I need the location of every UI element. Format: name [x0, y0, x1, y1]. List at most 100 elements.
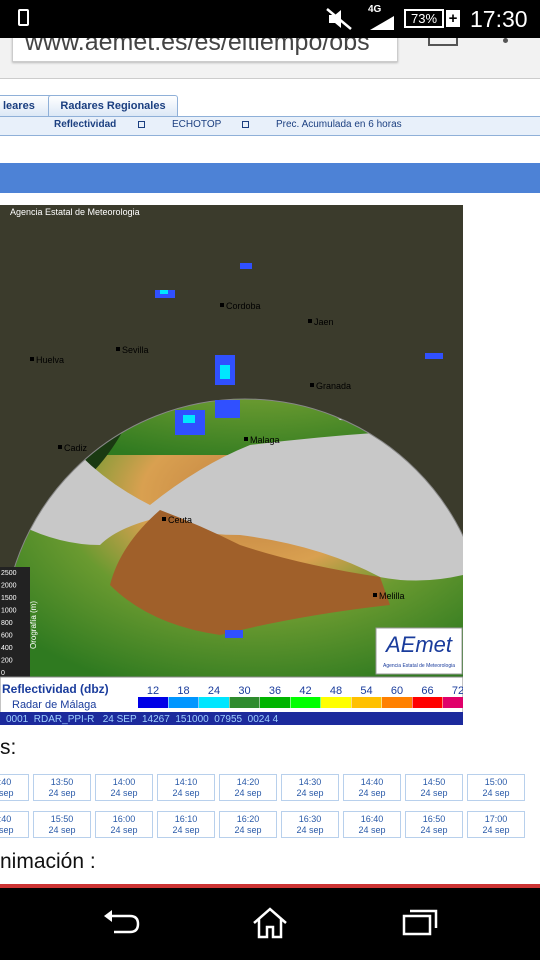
level-label: 72	[452, 685, 463, 697]
city-label: Melilla	[379, 591, 405, 601]
time: 16:00	[112, 814, 136, 824]
time-link[interactable]: 16:10 24 sep	[157, 811, 215, 838]
charging-icon: +	[446, 10, 460, 27]
time-link[interactable]: 16:40 24 sep	[343, 811, 401, 838]
time-link[interactable]: 16:20 24 sep	[219, 811, 277, 838]
city-label: Cadiz	[64, 443, 88, 453]
elevation-tick: 0	[1, 670, 5, 677]
city-label: Malaga	[250, 435, 280, 445]
submenu-item[interactable]: Prec. Acumulada en 6 horas	[276, 119, 402, 130]
logo-box	[375, 627, 463, 675]
city-marker	[162, 517, 166, 521]
home-button[interactable]	[250, 906, 290, 940]
elevation-tick: 1000	[1, 608, 17, 615]
time-link[interactable]: 16:50 24 sep	[405, 811, 463, 838]
level-swatch	[443, 697, 463, 708]
time-link[interactable]: 15:00 24 sep	[467, 774, 525, 801]
submenu: Reflectividad ECHOTOP Prec. Acumulada en…	[0, 116, 540, 136]
time: 14:10	[174, 777, 198, 787]
time: 14:30	[298, 777, 322, 787]
time-link[interactable]: 14:30 24 sep	[281, 774, 339, 801]
level-label: 42	[299, 685, 311, 697]
level-swatch	[412, 697, 443, 708]
recents-button[interactable]	[400, 908, 440, 938]
date: 24 sep	[358, 788, 386, 798]
date: 24 sep	[234, 788, 262, 798]
time-link[interactable]: 16:00 24 sep	[95, 811, 153, 838]
radar-image: Agencia Estatal de Meteorologia Cordoba J…	[0, 205, 463, 725]
time: 15:50	[50, 814, 74, 824]
legend-levels: 12 18 24 30 36 42 48 54 60 66 72	[138, 685, 463, 708]
time-link[interactable]: 14:20 24 sep	[219, 774, 277, 801]
time-link[interactable]: 14:50 24 sep	[405, 774, 463, 801]
city-marker	[58, 445, 62, 449]
time: 17:00	[484, 814, 508, 824]
level-swatch	[382, 697, 412, 708]
footer-strip	[0, 712, 463, 725]
map-credit: Agencia Estatal de Meteorologia	[10, 207, 140, 217]
time: 15:40	[0, 814, 12, 824]
time-link[interactable]: 13:50 24 sep	[33, 774, 91, 801]
times-heading: s:	[0, 736, 17, 759]
time-link[interactable]: 14:40 24 sep	[343, 774, 401, 801]
elevation-scale	[0, 567, 30, 677]
submenu-item[interactable]: Reflectividad	[54, 119, 117, 130]
level-label: 48	[330, 685, 342, 697]
date: 24 sep	[172, 825, 200, 835]
level-swatch	[229, 697, 260, 708]
tab-active[interactable]: Radares Regionales	[48, 95, 178, 116]
url-field[interactable]: www.aemet.es/es/eltiempo/obs	[12, 38, 398, 62]
date: 24 sep	[482, 825, 510, 835]
time-link[interactable]: 17:00 24 sep	[467, 811, 525, 838]
time-link[interactable]: 14:10 24 sep	[157, 774, 215, 801]
city-marker	[310, 383, 314, 387]
level-swatch	[351, 697, 382, 708]
menu-button[interactable]	[503, 38, 508, 43]
level-swatch	[321, 697, 351, 708]
time-link[interactable]: 16:30 24 sep	[281, 811, 339, 838]
time: 16:10	[174, 814, 198, 824]
time-link[interactable]: 15:50 24 sep	[33, 811, 91, 838]
time: 13:40	[0, 777, 12, 787]
date: 24 sep	[110, 788, 138, 798]
date: 24 sep	[0, 825, 14, 835]
level-label: 12	[147, 685, 159, 697]
elevation-tick: 800	[1, 620, 13, 627]
time-link[interactable]: 14:00 24 sep	[95, 774, 153, 801]
time: 16:20	[236, 814, 260, 824]
elevation-tick: 600	[1, 633, 13, 640]
level-swatch	[260, 697, 290, 708]
nav-bar	[0, 888, 540, 960]
cities: Cordoba Jaen Sevilla Huelva Granada Malaga Cad…	[30, 301, 405, 601]
date: 24 sep	[0, 788, 14, 798]
level-label: 30	[238, 685, 250, 697]
time: 16:50	[422, 814, 446, 824]
city-marker	[116, 347, 120, 351]
city-label: Ceuta	[168, 515, 192, 525]
submenu-item[interactable]: ECHOTOP	[172, 119, 222, 130]
level-label: 36	[269, 685, 281, 697]
tab[interactable]: leares	[0, 95, 54, 116]
tabs-button[interactable]	[428, 38, 458, 46]
level-label: 66	[421, 685, 433, 697]
level-label: 18	[177, 685, 189, 697]
time: 14:40	[360, 777, 384, 787]
level-swatch	[138, 697, 168, 708]
battery: 73%	[404, 9, 444, 28]
city-marker	[220, 303, 224, 307]
bullet	[138, 121, 145, 128]
time: 14:00	[112, 777, 136, 787]
level-label: 24	[208, 685, 220, 697]
elevation-tick: 1500	[1, 595, 17, 602]
mute-icon	[326, 8, 352, 30]
back-button[interactable]	[100, 908, 140, 938]
browser-bar: www.aemet.es/es/eltiempo/obs	[0, 38, 540, 79]
date: 24 sep	[296, 788, 324, 798]
date: 24 sep	[420, 825, 448, 835]
city-label: Huelva	[36, 355, 64, 365]
city-label: Sevilla	[122, 345, 149, 355]
